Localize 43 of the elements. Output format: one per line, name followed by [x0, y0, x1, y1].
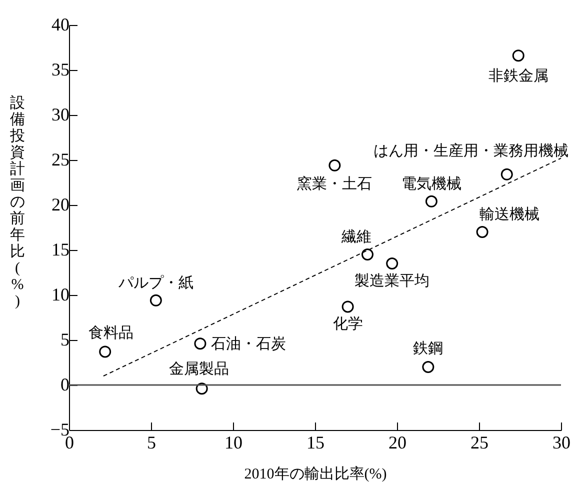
annotation: 製造業平均	[354, 272, 430, 290]
annotation: 金属製品	[168, 360, 229, 378]
point	[422, 361, 434, 373]
annotation: 電気機械	[401, 175, 462, 192]
x-tick-label: 25	[470, 432, 488, 452]
y-tick-label: 30	[52, 104, 70, 124]
point	[361, 248, 374, 260]
point	[386, 258, 398, 270]
annotation: 窯業・土石	[297, 175, 372, 192]
y-tick-label: 35	[52, 60, 70, 80]
y-tick-label: 5	[60, 330, 70, 350]
y-tick-label: 20	[52, 194, 70, 214]
point	[150, 294, 162, 306]
x-tick-label: 30	[552, 432, 570, 452]
annotation: 輸送機械	[479, 206, 540, 223]
y-tick-label: 40	[52, 14, 70, 34]
annotation: 化学	[332, 316, 363, 333]
point	[500, 168, 513, 180]
y-tick-label: 0	[60, 374, 70, 394]
point	[425, 195, 438, 208]
x-tick-label: 20	[388, 432, 406, 452]
annotation: 非鉄金属	[488, 68, 548, 85]
annotation: 鉄鋼	[413, 340, 444, 357]
y-tick-label: 10	[52, 284, 70, 304]
point	[196, 382, 208, 395]
annotation: 繊維	[340, 228, 372, 246]
x-tick-label: 10	[224, 432, 242, 452]
x-tick-label: 5	[147, 432, 156, 452]
annotation: 食料品	[88, 324, 134, 342]
point	[476, 226, 488, 238]
point	[194, 338, 206, 350]
annotation: はん用・生産用・業務用機械	[373, 142, 568, 160]
annotation: パルプ・紙	[117, 274, 194, 292]
x-tick-label: 15	[306, 432, 324, 452]
x-axis-title: 2010年の輸出比率(%)	[244, 466, 387, 482]
point	[99, 346, 112, 358]
point	[512, 50, 524, 62]
point	[342, 300, 354, 313]
point	[328, 159, 341, 172]
text: 設備投資計画の前年比(%)	[10, 96, 25, 310]
annotation: 石油・石炭	[211, 336, 286, 353]
y-tick-label: 25	[52, 150, 70, 170]
y-tick-label: 15	[52, 240, 70, 260]
